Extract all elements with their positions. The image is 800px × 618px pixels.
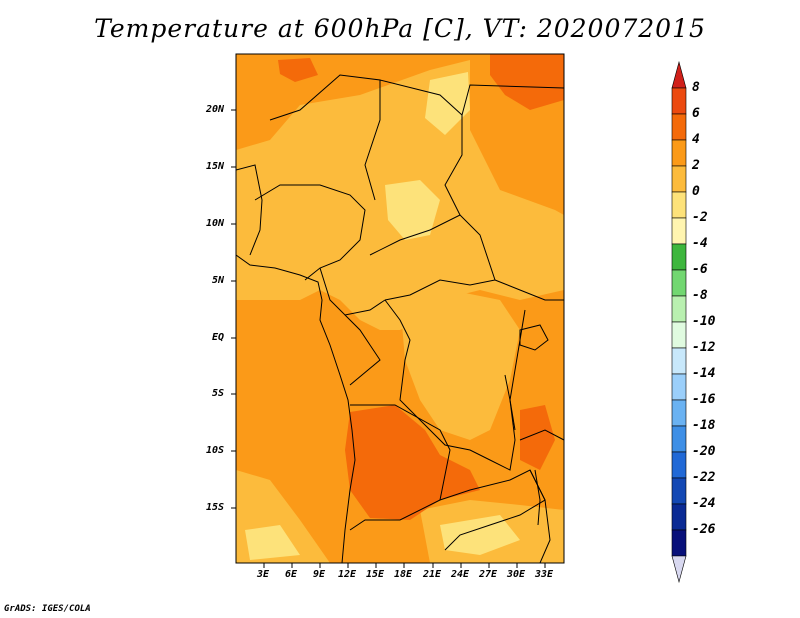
colorbar-label-8: 8 [692,80,700,95]
colorbar-segment [671,555,687,584]
colorbar-label-neg20: -20 [692,444,716,459]
colorbar-segment [671,347,687,375]
colorbar-segment [671,399,687,427]
colorbar-label-4: 4 [692,132,700,147]
colorbar-label-neg6: -6 [692,262,708,277]
colorbar-label-neg10: -10 [692,314,716,329]
deep-orange-region-east [520,405,555,470]
lat-label-eq: EQ [212,332,225,343]
temperature-field [236,54,564,563]
colorbar-segment [671,503,687,531]
light-orange-region-central [400,290,520,440]
colorbar-segment [671,425,687,453]
colorbar-segment [671,60,687,89]
lon-label-15e: 15E [366,569,385,580]
colorbar-label-neg4: -4 [692,236,708,251]
colorbar-label-neg14: -14 [692,366,716,381]
lake-victoria [519,324,549,351]
colorbar-segment [671,321,687,349]
colorbar-segment [671,217,687,245]
lat-label-15s: 15S [206,502,225,513]
colorbar-segment [671,451,687,479]
border-sudan [461,84,564,116]
colorbar-label-0: 0 [692,184,700,199]
colorbar-label-neg18: -18 [692,418,716,433]
credit-text: GrADS: IGES/COLA [4,604,91,614]
lat-ticks [231,109,236,509]
border-west [236,164,263,256]
lon-ticks [263,563,546,568]
lon-label-9e: 9E [313,569,326,580]
lon-label-33e: 33E [535,569,554,580]
lake-malawi [534,469,541,526]
yellow-patch-south [440,515,520,555]
deep-orange-region-northeast [490,54,564,110]
colorbar-label-neg2: -2 [692,210,708,225]
country-boundaries [236,74,564,563]
lon-label-21e: 21E [423,569,442,580]
yellow-patch-southwest [245,525,300,560]
colorbar-segment [671,165,687,193]
colorbar-segment [671,295,687,323]
colorbar-label-neg8: -8 [692,288,708,303]
lat-label-5n: 5N [212,275,225,286]
lon-label-12e: 12E [338,569,357,580]
lat-label-20n: 20N [206,104,225,115]
colorbar-segment [671,139,687,167]
border-angola [349,404,451,531]
border-south-sudan [494,279,564,301]
border-congo [344,314,381,386]
chart-title: Temperature at 600hPa [C], VT: 202007201… [94,14,706,43]
colorbar-label-neg24: -24 [692,496,716,511]
colorbar-segment [671,113,687,141]
map-frame [235,53,565,564]
lon-label-6e: 6E [285,569,298,580]
colorbar-segment [671,87,687,115]
lat-label-15n: 15N [206,161,225,172]
colorbar [671,60,687,584]
lat-label-5s: 5S [212,388,225,399]
yellow-patch-central [385,180,440,240]
colorbar-label-neg22: -22 [692,470,716,485]
colorbar-segment [671,191,687,219]
coastline [236,254,356,563]
colorbar-label-neg16: -16 [692,392,716,407]
yellow-patch-north [425,72,470,135]
lon-label-24e: 24E [451,569,470,580]
lon-label-18e: 18E [394,569,413,580]
border-niger-chad [379,79,463,216]
colorbar-label-neg26: -26 [692,522,716,537]
colorbar-label-neg12: -12 [692,340,716,355]
lat-label-10n: 10N [206,218,225,229]
colorbar-segment [671,373,687,401]
lake-tanganyika [504,374,516,431]
colorbar-label-2: 2 [692,158,700,173]
colorbar-segment [671,477,687,505]
lon-label-30e: 30E [507,569,526,580]
colorbar-segment [671,529,687,557]
deep-orange-region-angola [345,405,480,520]
border-car [369,214,496,301]
lon-label-3e: 3E [257,569,270,580]
border-tanzania [519,429,564,441]
colorbar-segment [671,243,687,271]
lon-label-27e: 27E [479,569,498,580]
colorbar-label-6: 6 [692,106,700,121]
deep-orange-region-northwest [278,58,318,82]
lat-label-10s: 10S [206,445,225,456]
border-nigeria [254,184,366,281]
colorbar-segment [671,269,687,297]
